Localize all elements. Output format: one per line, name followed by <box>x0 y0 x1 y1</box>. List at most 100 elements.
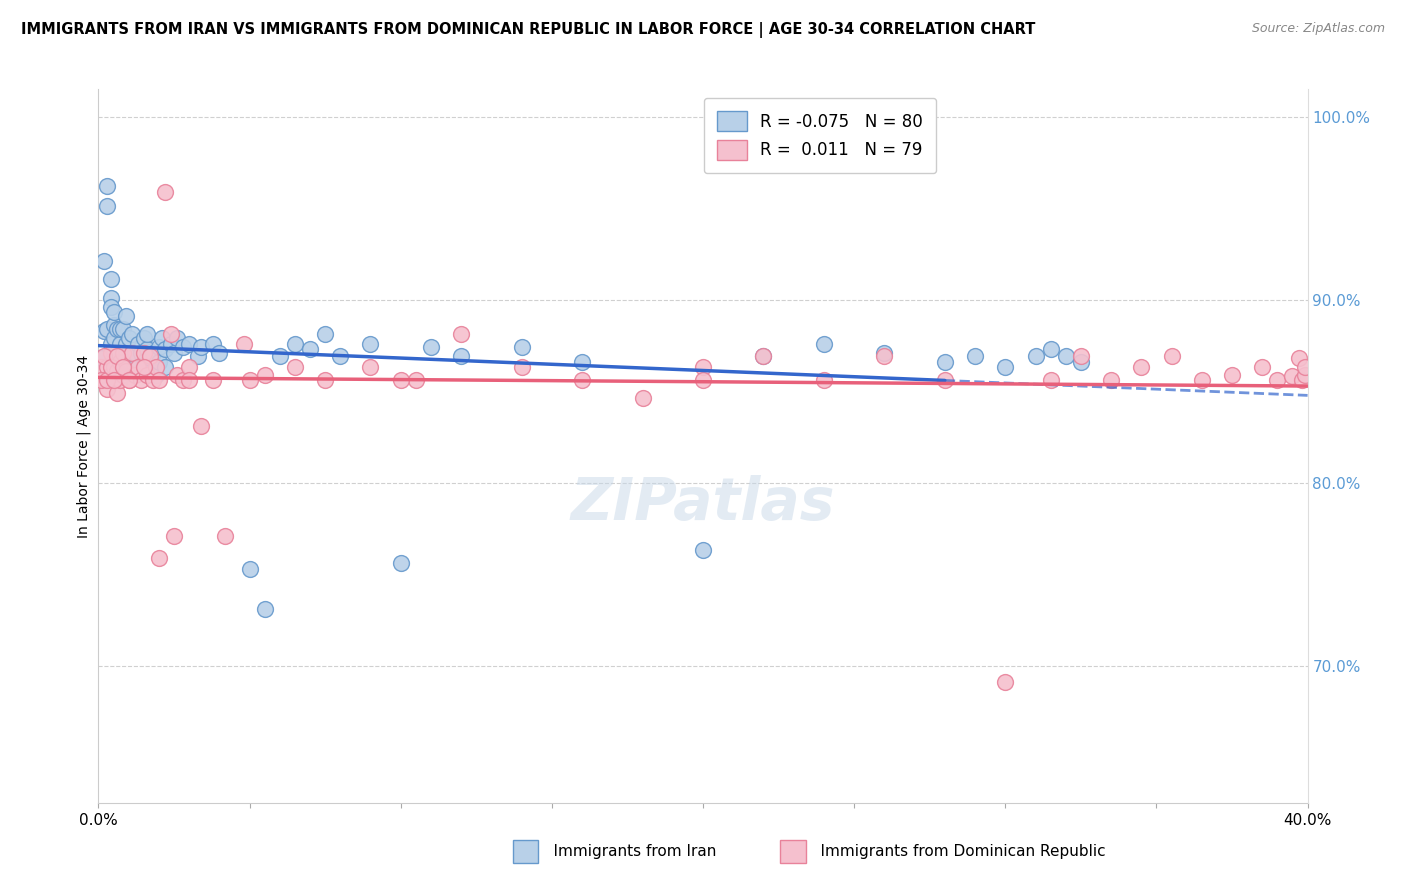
Point <box>124 345 146 359</box>
Point <box>631 392 654 406</box>
Point <box>142 345 165 359</box>
Point <box>118 373 141 387</box>
Point <box>253 602 276 616</box>
Point <box>934 355 956 369</box>
Point <box>510 360 533 375</box>
Point <box>873 349 896 363</box>
Point <box>994 675 1017 690</box>
Point <box>1054 349 1077 363</box>
Point <box>111 368 134 382</box>
Point <box>873 345 896 359</box>
Point <box>214 529 236 543</box>
Point <box>105 364 128 378</box>
Point <box>103 345 125 359</box>
Point <box>253 368 276 382</box>
Point <box>145 368 167 382</box>
Point <box>132 331 155 345</box>
Point <box>103 373 125 387</box>
Point <box>190 418 212 433</box>
Point <box>571 373 593 387</box>
Point <box>148 373 170 387</box>
Point <box>202 373 225 387</box>
Point <box>96 179 118 194</box>
Point <box>934 373 956 387</box>
Point <box>96 360 118 375</box>
Point <box>105 386 128 401</box>
Point <box>148 550 170 565</box>
Point <box>132 360 155 375</box>
Point <box>124 360 146 375</box>
Point <box>752 349 775 363</box>
Point <box>202 336 225 351</box>
Point <box>160 336 183 351</box>
Point <box>153 342 176 356</box>
Point <box>450 327 472 342</box>
Point <box>692 360 714 375</box>
Point <box>111 345 134 359</box>
Point <box>150 331 173 345</box>
Y-axis label: In Labor Force | Age 30-34: In Labor Force | Age 30-34 <box>77 354 91 538</box>
Point <box>1099 373 1122 387</box>
Point <box>105 355 128 369</box>
Point <box>129 373 152 387</box>
Point <box>239 561 262 575</box>
Point <box>105 364 128 378</box>
Point <box>114 336 136 351</box>
Point <box>108 373 131 387</box>
Point <box>405 373 427 387</box>
Legend: R = -0.075   N = 80, R =  0.011   N = 79: R = -0.075 N = 80, R = 0.011 N = 79 <box>704 97 936 173</box>
Point <box>103 331 125 345</box>
Point <box>93 254 115 268</box>
Point <box>187 349 209 363</box>
Point <box>208 345 231 359</box>
Point <box>314 327 336 342</box>
Point <box>153 185 176 199</box>
Point <box>142 373 165 387</box>
Point <box>420 340 443 354</box>
Point <box>172 373 194 387</box>
Point <box>132 345 155 359</box>
Point <box>1267 373 1289 387</box>
Point <box>994 360 1017 375</box>
Point <box>232 336 254 351</box>
Point <box>108 322 131 336</box>
Point <box>166 331 188 345</box>
Point <box>135 342 157 356</box>
Point <box>111 322 134 336</box>
Point <box>118 331 141 345</box>
Point <box>121 345 143 359</box>
Point <box>1130 360 1153 375</box>
Text: Immigrants from Dominican Republic: Immigrants from Dominican Republic <box>801 845 1107 859</box>
Point <box>90 360 112 375</box>
Point <box>108 364 131 378</box>
Point <box>100 345 122 359</box>
Point <box>135 368 157 382</box>
Point <box>93 373 115 387</box>
Point <box>1294 360 1316 375</box>
Point <box>1191 373 1213 387</box>
Point <box>1294 368 1316 382</box>
Point <box>139 351 162 366</box>
Point <box>118 373 141 387</box>
Point <box>239 373 262 387</box>
Point <box>124 368 146 382</box>
Point <box>96 199 118 213</box>
Point <box>752 349 775 363</box>
Point <box>93 349 115 363</box>
Point <box>96 373 118 387</box>
Point <box>108 355 131 369</box>
Point <box>129 345 152 359</box>
Point <box>360 336 382 351</box>
Point <box>121 327 143 342</box>
Text: ZIPatlas: ZIPatlas <box>571 475 835 532</box>
Point <box>93 324 115 338</box>
Point <box>813 336 835 351</box>
Point <box>813 373 835 387</box>
Point <box>1024 349 1046 363</box>
Text: IMMIGRANTS FROM IRAN VS IMMIGRANTS FROM DOMINICAN REPUBLIC IN LABOR FORCE | AGE : IMMIGRANTS FROM IRAN VS IMMIGRANTS FROM … <box>21 22 1035 38</box>
Point <box>179 360 201 375</box>
Point <box>105 345 128 359</box>
Point <box>96 382 118 396</box>
Point <box>105 322 128 336</box>
Point <box>1160 349 1182 363</box>
